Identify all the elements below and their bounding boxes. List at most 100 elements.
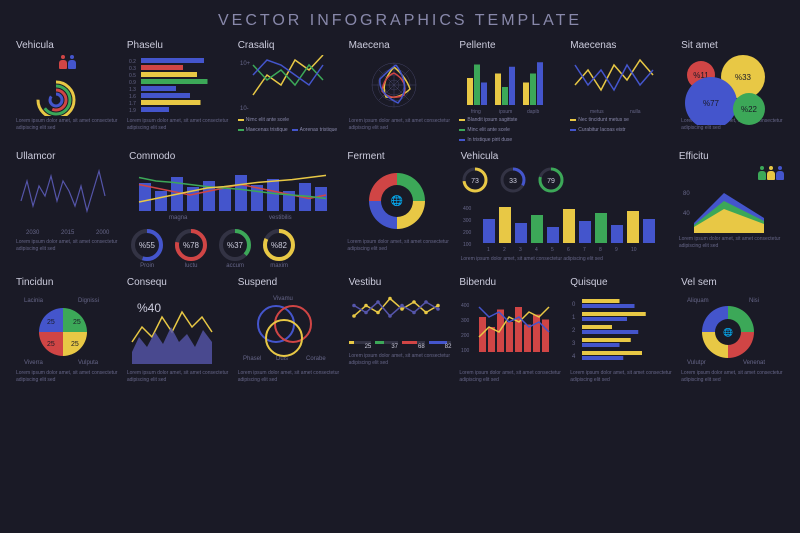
title: Ullamcor bbox=[16, 151, 121, 162]
title: Pellente bbox=[459, 40, 562, 51]
svg-text:Nisi: Nisi bbox=[749, 298, 759, 304]
svg-text:33: 33 bbox=[509, 178, 517, 185]
panel-tincidun: Tincidun LaciniaDignissi ViverraVulputa … bbox=[16, 277, 119, 383]
pie-chart: LaciniaDignissi ViverraVulputa 25 25 25 … bbox=[16, 292, 119, 367]
svg-text:2030: 2030 bbox=[26, 230, 40, 236]
svg-text:0.9: 0.9 bbox=[129, 80, 136, 86]
panel-velsem: Vel sem AliquamNisi VulutprVenenat 🌐 Lor… bbox=[681, 277, 784, 383]
svg-text:Phasel: Phasel bbox=[243, 356, 261, 362]
svg-text:%40: %40 bbox=[137, 301, 161, 315]
svg-text:8: 8 bbox=[599, 247, 602, 253]
title: Quisque bbox=[570, 277, 673, 288]
svg-text:Vivamu: Vivamu bbox=[273, 296, 293, 302]
svg-text:25: 25 bbox=[47, 319, 55, 326]
svg-text:73: 73 bbox=[471, 178, 479, 185]
radar-chart bbox=[349, 55, 452, 115]
panel-crasaliq: Crasaliq 10+10- Nimc elit ante sceleMaec… bbox=[238, 40, 341, 143]
svg-text:%78: %78 bbox=[183, 241, 200, 250]
title: Maecenas bbox=[570, 40, 673, 51]
svg-text:5: 5 bbox=[551, 247, 554, 253]
panel-maecena: Maecena Lorem ipsum dolor amet, sit amet… bbox=[349, 40, 452, 143]
title: Efficitu bbox=[679, 151, 784, 162]
svg-text:Aliquam: Aliquam bbox=[687, 298, 709, 304]
svg-text:Corabe: Corabe bbox=[306, 356, 326, 362]
svg-text:%33: %33 bbox=[735, 73, 752, 82]
svg-text:🌐: 🌐 bbox=[723, 327, 733, 337]
title: Vehicula bbox=[461, 151, 671, 162]
svg-text:dapib: dapib bbox=[527, 109, 539, 115]
svg-text:9: 9 bbox=[615, 247, 618, 253]
panel-vehicula2: Vehicula 733379 40030020010012345678910 … bbox=[461, 151, 671, 269]
svg-text:1.3: 1.3 bbox=[129, 87, 136, 93]
svg-text:200: 200 bbox=[463, 230, 472, 236]
svg-text:Viverra: Viverra bbox=[24, 360, 44, 366]
svg-text:Duis: Duis bbox=[276, 356, 288, 362]
svg-text:%55: %55 bbox=[139, 241, 156, 250]
svg-text:nulla: nulla bbox=[630, 109, 641, 115]
svg-text:79: 79 bbox=[547, 178, 555, 185]
svg-text:2015: 2015 bbox=[61, 230, 75, 236]
row1: Vehicula Lorem ipsum dolor amet, sit ame… bbox=[16, 40, 784, 143]
main-title: VECTOR INFOGRAPHICS TEMPLATE bbox=[16, 12, 784, 30]
svg-text:Lacinia: Lacinia bbox=[24, 298, 44, 304]
panel-pellente: Pellente fringipsumdapib Blandit ipsum s… bbox=[459, 40, 562, 143]
svg-text:25: 25 bbox=[73, 319, 81, 326]
title: Phaselu bbox=[127, 40, 230, 51]
svg-text:ipsum: ipsum bbox=[499, 109, 512, 115]
panel-ferment: Ferment 🌐 Lorem ipsum dolor amet, sit am… bbox=[347, 151, 452, 269]
svg-text:🌐: 🌐 bbox=[391, 194, 403, 207]
line-chart: 10+10- bbox=[238, 55, 341, 115]
panel-ullamcor: Ullamcor 203020152000 Lorem ipsum dolor … bbox=[16, 151, 121, 269]
svg-text:2: 2 bbox=[503, 247, 506, 253]
panel-sitamet: Sit amet %11%33%77%22 Lorem ipsum dolor … bbox=[681, 40, 784, 143]
svg-text:0.5: 0.5 bbox=[129, 73, 136, 79]
panel-maecenas: Maecenas metusnulla Nec tincidunt metus … bbox=[570, 40, 673, 143]
svg-text:10+: 10+ bbox=[240, 61, 251, 67]
row2: Ullamcor 203020152000 Lorem ipsum dolor … bbox=[16, 151, 784, 269]
svg-text:3: 3 bbox=[519, 247, 522, 253]
bubble-chart: %11%33%77%22 bbox=[681, 55, 784, 115]
svg-text:Venenat: Venenat bbox=[743, 360, 765, 366]
vbar-chart: fringipsumdapib bbox=[459, 55, 562, 115]
svg-text:4: 4 bbox=[535, 247, 538, 253]
svg-text:0.2: 0.2 bbox=[129, 59, 136, 65]
title: Sit amet bbox=[681, 40, 784, 51]
panel-vehicula: Vehicula Lorem ipsum dolor amet, sit ame… bbox=[16, 40, 119, 143]
svg-text:7: 7 bbox=[583, 247, 586, 253]
progress-row: 25376882 bbox=[349, 341, 452, 350]
segmented-circle: 🌐 bbox=[347, 166, 452, 236]
svg-text:10: 10 bbox=[631, 247, 637, 253]
svg-text:1.9: 1.9 bbox=[129, 108, 136, 114]
svg-text:400: 400 bbox=[461, 303, 470, 309]
panel-efficitu: Efficitu 8040 Lorem ipsum dolor amet, si… bbox=[679, 151, 784, 269]
radial-chart bbox=[16, 55, 119, 115]
svg-text:1: 1 bbox=[572, 315, 576, 321]
title: Tincidun bbox=[16, 277, 119, 288]
title: Consequ bbox=[127, 277, 230, 288]
svg-text:2: 2 bbox=[572, 328, 576, 334]
title: Suspend bbox=[238, 277, 341, 288]
title: Commodo bbox=[129, 151, 339, 162]
svg-text:Vulputa: Vulputa bbox=[78, 360, 99, 366]
svg-text:6: 6 bbox=[567, 247, 570, 253]
area-chart: %40 bbox=[127, 292, 230, 367]
svg-text:%82: %82 bbox=[271, 241, 288, 250]
svg-text:vestibilis: vestibilis bbox=[269, 215, 292, 221]
svg-text:40: 40 bbox=[683, 211, 690, 217]
multi-chart: magnavestibilis bbox=[129, 166, 339, 221]
svg-text:1.7: 1.7 bbox=[129, 101, 136, 107]
svg-text:1.6: 1.6 bbox=[129, 94, 136, 100]
panel-vestibu: Vestibu 25376882 Lorem ipsum dolor amet,… bbox=[349, 277, 452, 383]
panel-suspend: Suspend Vivamu PhaselDuisCorabe Lorem ip… bbox=[238, 277, 341, 383]
panel-bibendu: Bibendu 400300200100 Lorem ipsum dolor a… bbox=[459, 277, 562, 383]
venn-chart: Vivamu Phasel Duis Corabe bbox=[238, 292, 341, 367]
hbar-chart: 01234 bbox=[570, 292, 673, 367]
donut-3d: AliquamNisi VulutprVenenat 🌐 bbox=[681, 292, 784, 367]
svg-text:200: 200 bbox=[461, 333, 470, 339]
panel-phaselu: Phaselu 0.20.30.50.91.31.61.71.9 Lorem i… bbox=[127, 40, 230, 143]
svg-text:0.3: 0.3 bbox=[129, 66, 136, 72]
svg-text:100: 100 bbox=[461, 348, 470, 354]
title: Vestibu bbox=[349, 277, 452, 288]
area-chart: 8040 bbox=[679, 183, 784, 233]
svg-text:300: 300 bbox=[463, 218, 472, 224]
